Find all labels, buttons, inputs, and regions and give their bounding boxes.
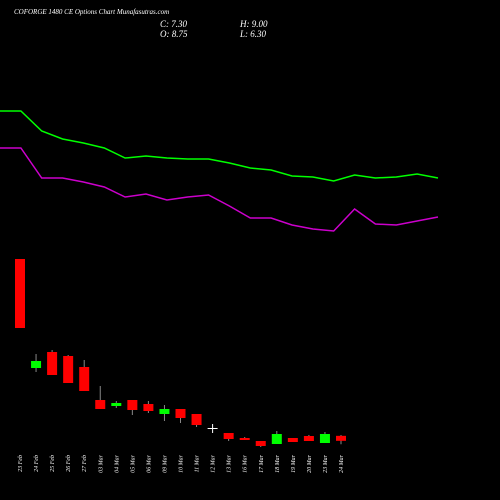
candle-body [159,409,170,414]
candle-body [111,403,122,406]
candle-body [63,356,74,383]
x-tick-label: 17 Mar [259,454,265,472]
x-tick-label: 23 Feb [18,455,24,472]
candle-body [287,438,298,442]
x-tick-label: 18 Mar [275,454,281,472]
chart-title: COFORGE 1480 CE Options Chart Munafasutr… [14,8,169,16]
candle-body [175,409,186,418]
candle-body [95,400,106,409]
candle-body [207,428,218,429]
candle-body [255,441,266,446]
close-label: C: 7.30 [160,19,188,29]
x-tick-label: 26 Feb [66,455,72,472]
low-label: L: 6.30 [239,29,267,39]
x-tick-label: 06 Mar [146,454,152,472]
candle-body [271,434,282,444]
candle-body [191,414,202,425]
x-tick-label: 23 Mar [323,454,329,472]
candle-body [239,438,250,440]
candle-body [336,435,346,441]
candle-body [79,367,90,391]
x-tick-label: 13 Mar [227,454,233,472]
candle-body [127,400,138,410]
candle-body [303,436,314,441]
high-label: H: 9.00 [239,19,268,29]
x-tick-label: 20 Mar [307,454,313,472]
candle-body [143,404,154,411]
x-tick-label: 05 Mar [130,454,136,472]
x-tick-label: 16 Mar [243,454,249,472]
x-tick-label: 24 Feb [33,455,40,472]
x-tick-label: 24 Mar [338,454,345,472]
x-tick-label: 04 Mar [113,454,120,472]
x-tick-label: 12 Mar [211,454,217,472]
candle-body [47,352,58,375]
x-tick-label: 03 Mar [98,454,104,472]
indicator-line [0,110,439,182]
x-tick-label: 25 Feb [50,455,56,472]
x-tick-label: 11 Mar [195,454,201,472]
open-label: O: 8.75 [160,29,188,39]
candle-body [15,259,25,328]
x-tick-label: 09 Mar [162,454,168,472]
indicator-line [0,147,439,232]
x-tick-label: 27 Feb [82,455,88,472]
x-tick-label: 10 Mar [179,454,185,472]
candle-body [223,433,234,439]
candle-body [31,361,42,368]
candle-body [319,434,330,443]
x-tick-label: 19 Mar [291,454,297,472]
